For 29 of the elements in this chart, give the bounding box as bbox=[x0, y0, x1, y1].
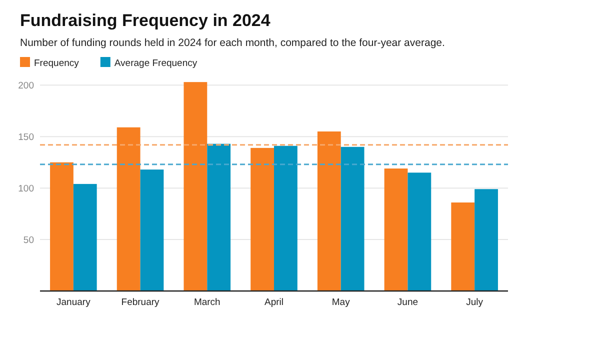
x-tick-label: May bbox=[332, 297, 350, 308]
bar bbox=[474, 189, 498, 291]
x-tick-label: January bbox=[56, 297, 91, 308]
x-tick-label: June bbox=[397, 297, 418, 308]
bar bbox=[384, 168, 408, 291]
bar bbox=[116, 127, 140, 291]
x-tick-label: February bbox=[121, 297, 160, 308]
bar bbox=[340, 146, 364, 291]
y-tick-label: 100 bbox=[18, 184, 34, 195]
legend-label: Average Frequency bbox=[114, 58, 198, 69]
bar bbox=[317, 131, 341, 291]
bar bbox=[140, 170, 164, 291]
y-tick-label: 200 bbox=[18, 80, 34, 92]
bar bbox=[274, 146, 298, 291]
bar bbox=[250, 148, 274, 291]
x-tick-label: July bbox=[466, 297, 484, 308]
chart-title: Fundraising Frequency in 2024 bbox=[20, 11, 271, 30]
y-tick-label: 50 bbox=[23, 235, 34, 246]
x-tick-label: March bbox=[194, 297, 220, 308]
chart-subtitle: Number of funding rounds held in 2024 for each month, compared to the four-year average. bbox=[20, 37, 445, 49]
y-tick-label: 150 bbox=[18, 132, 34, 144]
bar bbox=[207, 144, 231, 291]
bar bbox=[451, 202, 475, 291]
bar bbox=[408, 172, 432, 291]
bar bbox=[50, 162, 74, 291]
bar bbox=[184, 82, 208, 291]
legend-label: Frequency bbox=[34, 58, 80, 69]
x-tick-label: April bbox=[264, 297, 284, 308]
bar bbox=[73, 184, 97, 291]
